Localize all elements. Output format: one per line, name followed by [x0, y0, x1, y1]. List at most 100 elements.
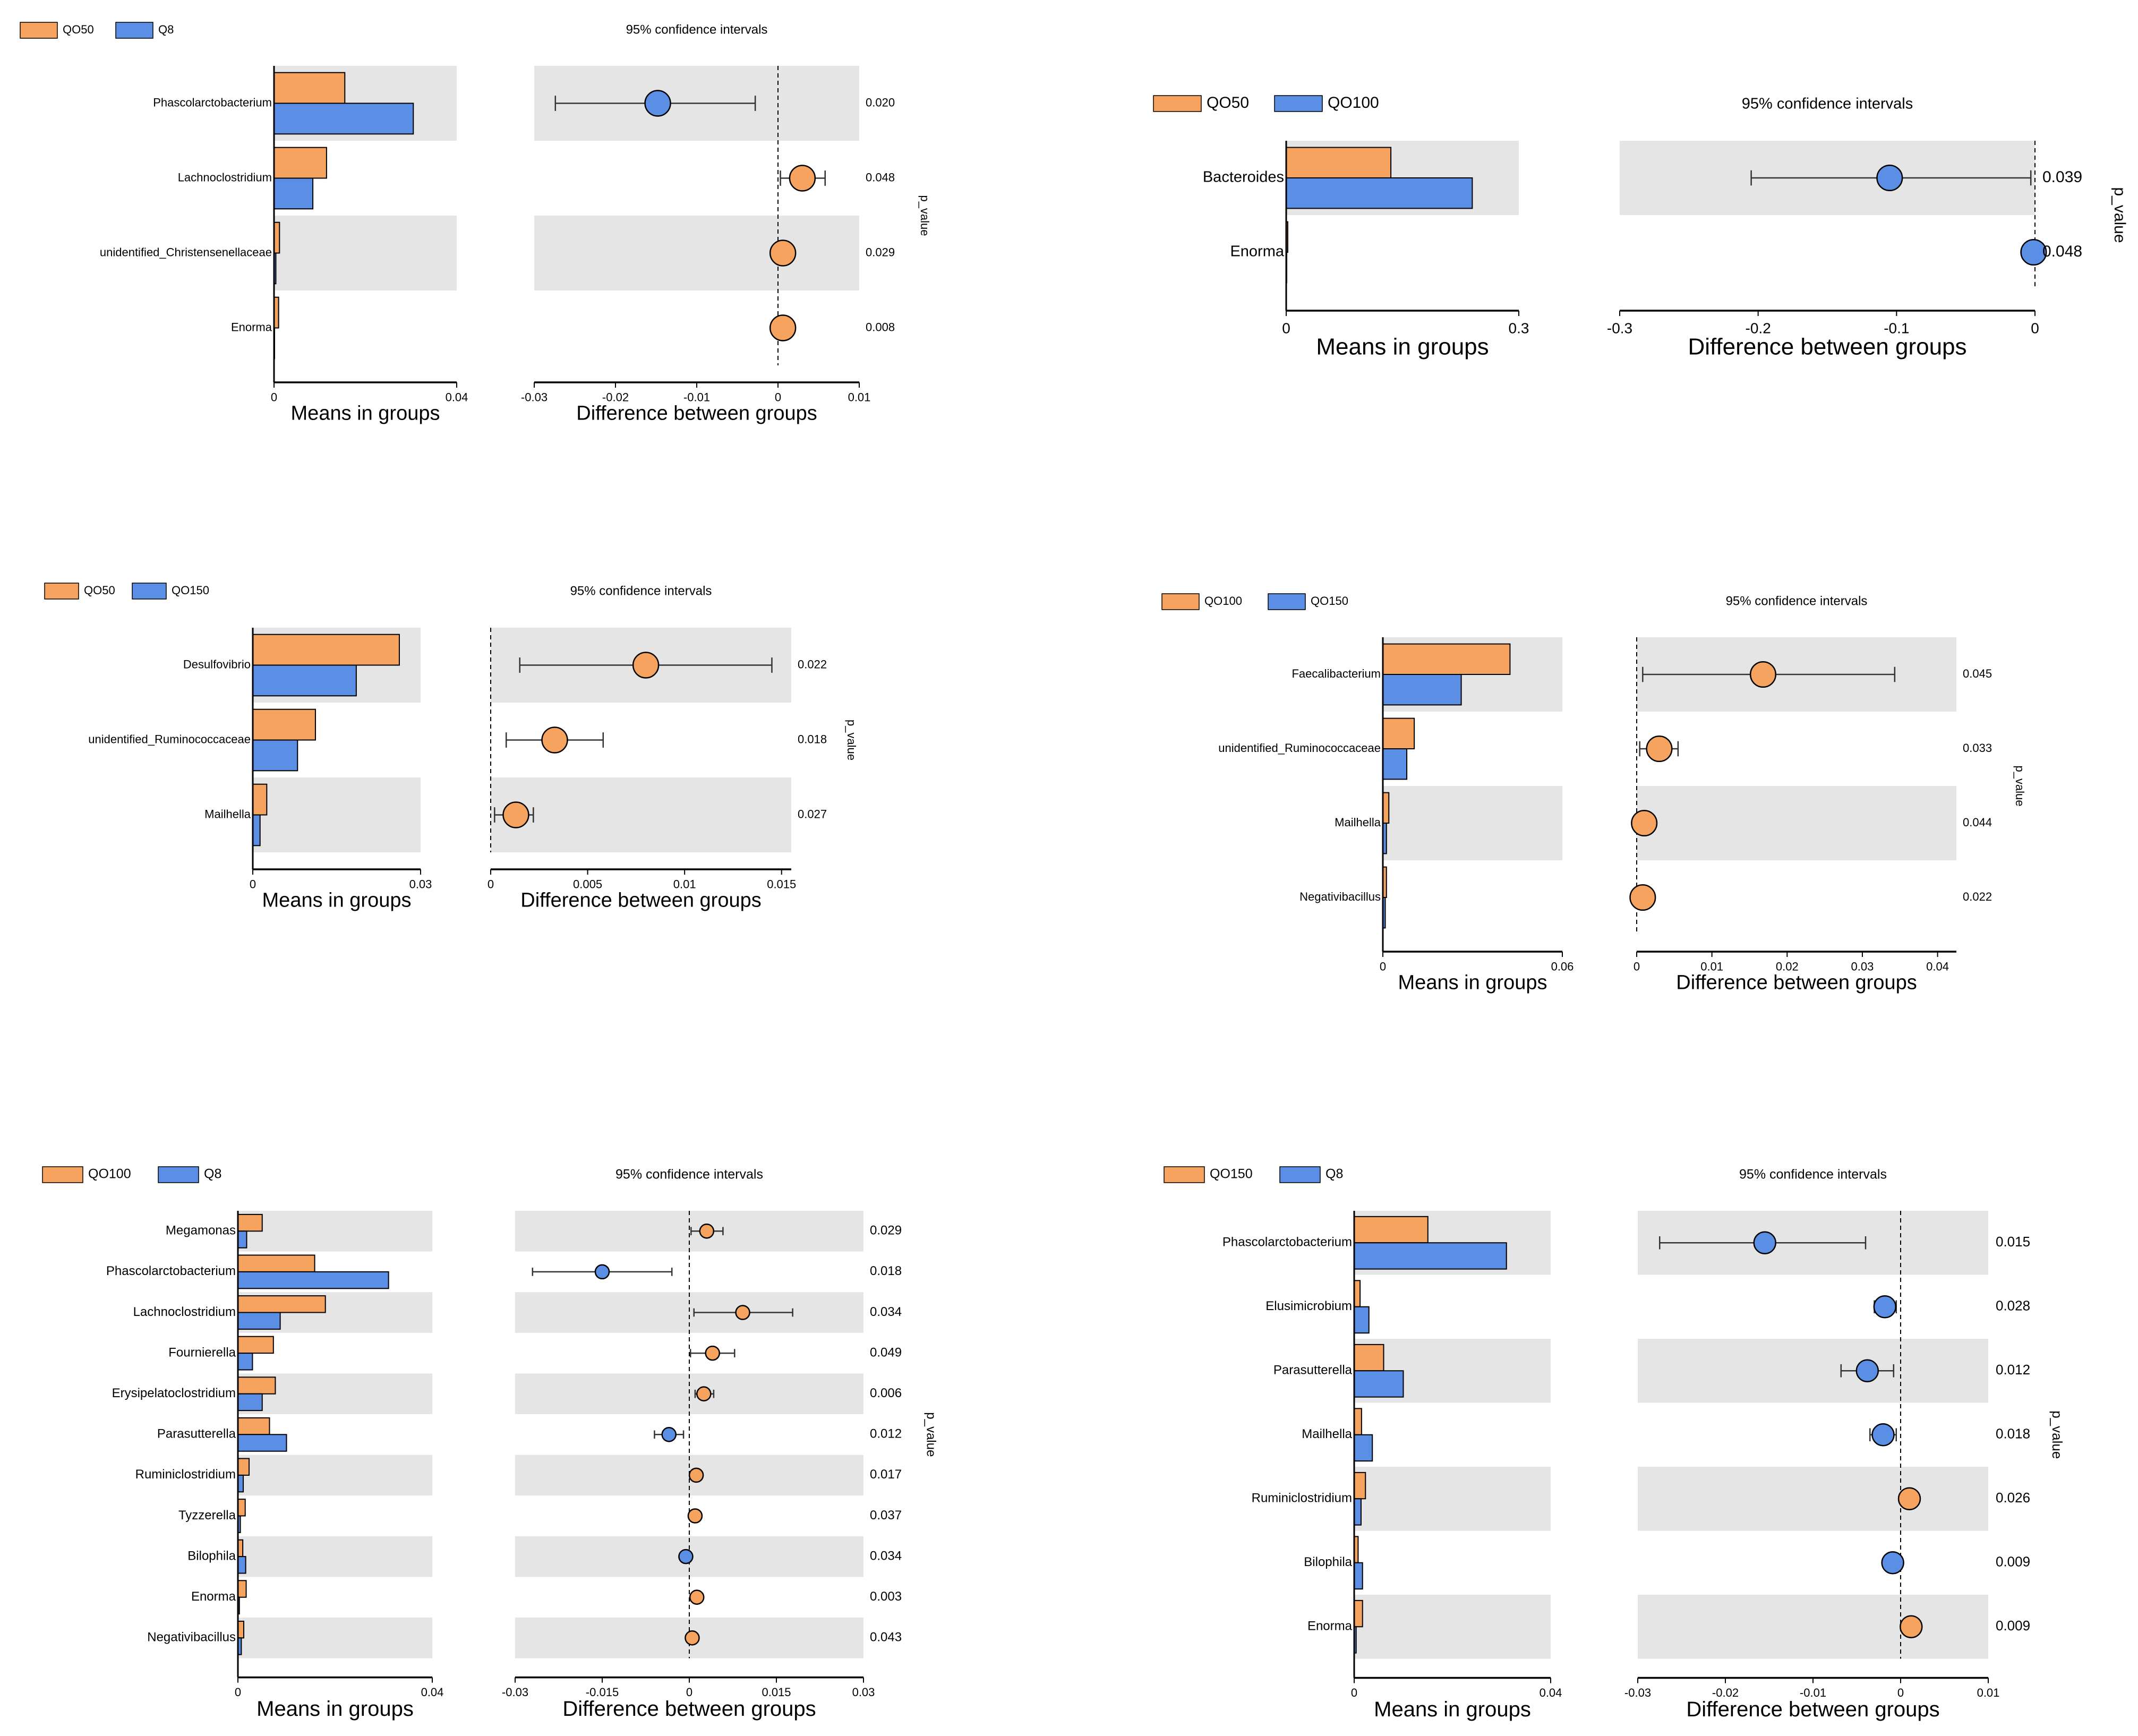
- difference-axis-title: Difference between groups: [576, 403, 817, 425]
- difference-point: [687, 1508, 703, 1524]
- p-value: 0.034: [870, 1549, 902, 1563]
- row-shade-left: [238, 1211, 432, 1252]
- ci-title: 95% confidence intervals: [615, 1167, 763, 1182]
- p-value: 0.029: [870, 1224, 902, 1238]
- row-label: Mailhella: [1335, 816, 1381, 829]
- legend: QO50 QO100: [1153, 94, 1379, 112]
- p-value: 0.029: [866, 245, 895, 259]
- difference-tick-label: 0.015: [762, 1686, 791, 1699]
- p-value: 0.026: [1996, 1490, 2030, 1506]
- p-value: 0.045: [1963, 667, 1992, 680]
- difference-tick-label: -0.015: [586, 1686, 619, 1699]
- row-label: Bacteroides: [1203, 169, 1284, 186]
- mean-bar-b: [237, 1353, 253, 1371]
- legend: QO100 Q8: [42, 1166, 221, 1183]
- mean-bar-b: [252, 664, 357, 697]
- legend-label: Q8: [158, 23, 174, 36]
- p-value: 0.018: [1996, 1426, 2030, 1442]
- row-label: Ruminiclostridium: [135, 1467, 236, 1482]
- difference-point: [1881, 1551, 1904, 1575]
- p-value: 0.027: [798, 807, 827, 820]
- row-label: Fournierella: [168, 1345, 236, 1359]
- legend-swatch-b: [1279, 1166, 1321, 1183]
- chart-panel-5: QO100 Q8 95% confidence intervals Megamonas…: [42, 1166, 938, 1721]
- p-value: 0.017: [870, 1467, 902, 1482]
- difference-tick-label: -0.03: [502, 1686, 528, 1699]
- mean-bar-b: [1354, 1498, 1362, 1526]
- difference-point: [661, 1427, 677, 1442]
- row-shade-right: [1637, 786, 1956, 860]
- row-shade-left: [1354, 1595, 1551, 1659]
- row-label: unidentified_Christensenellaceae: [100, 245, 272, 259]
- difference-tick-label: -0.01: [683, 391, 710, 404]
- row-label: Megamonas: [166, 1224, 236, 1238]
- means-tick-label: 0.04: [446, 391, 468, 404]
- p-value-axis-label: p_value: [924, 1412, 938, 1457]
- p-value: 0.039: [2042, 168, 2082, 186]
- p-value: 0.049: [870, 1345, 902, 1359]
- mean-bar-b: [1354, 1242, 1507, 1270]
- difference-point: [696, 1386, 712, 1401]
- means-tick-label: 0.3: [1509, 320, 1529, 337]
- difference-tick-label: 0.01: [848, 391, 871, 404]
- mean-bar-a: [252, 634, 400, 666]
- mean-bar-b: [1354, 1434, 1373, 1462]
- mean-bar-a: [1354, 1408, 1362, 1435]
- difference-tick-label: -0.03: [1624, 1686, 1651, 1699]
- difference-tick-label: -0.3: [1607, 320, 1632, 337]
- ci-title: 95% confidence intervals: [626, 22, 768, 37]
- ci-title: 95% confidence intervals: [1742, 96, 1913, 113]
- mean-bar-a: [1382, 643, 1511, 675]
- mean-bar-a: [1382, 792, 1390, 824]
- row-label: Erysipelatoclostridium: [112, 1386, 236, 1400]
- row-label: Phascolarctobacterium: [106, 1264, 236, 1278]
- difference-axis-title: Difference between groups: [520, 890, 761, 912]
- mean-bar-a: [1354, 1600, 1363, 1628]
- difference-tick-label: 0: [775, 391, 781, 404]
- mean-bar-a: [237, 1336, 274, 1354]
- difference-point: [1855, 1359, 1879, 1382]
- difference-axis-title: Difference between groups: [562, 1697, 816, 1721]
- means-axis-title: Means in groups: [256, 1697, 414, 1721]
- means-tick-label: 0: [1351, 1686, 1357, 1699]
- ci-title: 95% confidence intervals: [1739, 1167, 1887, 1182]
- means-axis-title: Means in groups: [1374, 1698, 1531, 1721]
- difference-point: [789, 165, 816, 192]
- mean-bar-b: [237, 1312, 281, 1330]
- p-value: 0.048: [866, 170, 895, 184]
- difference-point: [685, 1630, 700, 1646]
- chart-panel-1: QO50 Q8 95% confidence intervals Phascolarc…: [20, 22, 931, 425]
- difference-point: [1871, 1423, 1895, 1447]
- legend-label: QO150: [1311, 594, 1348, 608]
- difference-point: [502, 801, 529, 828]
- p-value-axis-label: p_value: [2111, 187, 2128, 243]
- ci-title: 95% confidence intervals: [570, 584, 712, 598]
- difference-axis-title: Difference between groups: [1688, 334, 1966, 360]
- means-tick-label: 0: [250, 878, 256, 891]
- p-value: 0.018: [798, 732, 827, 746]
- mean-bar-a: [237, 1580, 247, 1598]
- row-label: Enorma: [231, 320, 272, 333]
- mean-bar-b: [252, 739, 298, 772]
- legend-swatch-b: [132, 583, 167, 600]
- p-value: 0.048: [2042, 243, 2082, 260]
- legend: QO50 Q8: [20, 22, 174, 39]
- mean-bar-b: [1382, 748, 1408, 780]
- chart-panel-2: QO50 QO100 95% confidence intervals Bactero…: [1153, 94, 2128, 360]
- row-label: Mailhella: [1302, 1427, 1352, 1441]
- difference-point: [699, 1224, 715, 1239]
- mean-bar-b: [273, 102, 414, 135]
- row-shade-left: [253, 777, 421, 852]
- difference-point: [769, 314, 797, 341]
- difference-point: [1876, 164, 1903, 192]
- mean-bar-a: [237, 1417, 270, 1435]
- mean-bar-a: [1286, 147, 1392, 179]
- row-shade-left: [1354, 1467, 1551, 1531]
- difference-point: [688, 1467, 704, 1483]
- p-value: 0.022: [1963, 890, 1992, 903]
- means-tick-label: 0: [1380, 960, 1386, 973]
- difference-point: [769, 240, 797, 267]
- mean-bar-b: [237, 1271, 389, 1289]
- difference-point: [1749, 661, 1777, 688]
- p-value: 0.012: [1996, 1362, 2030, 1378]
